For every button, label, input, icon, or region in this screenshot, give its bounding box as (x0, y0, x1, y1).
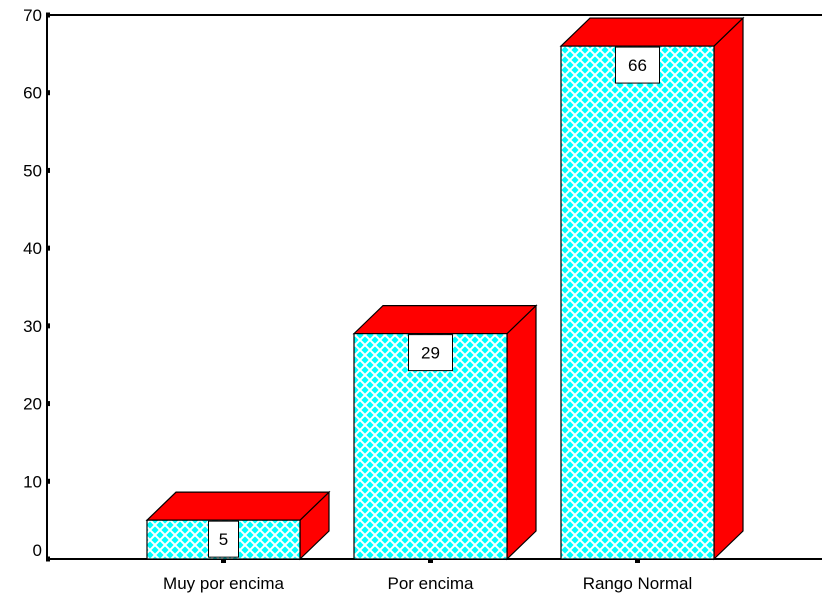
y-tick-label: 70 (23, 6, 42, 25)
data-label: 66 (628, 56, 647, 75)
bar-top-face (559, 17, 745, 47)
y-tick (46, 245, 50, 251)
bars (145, 16, 745, 561)
data-label: 29 (421, 344, 440, 363)
bar-top-face (145, 491, 331, 521)
y-tick (46, 323, 50, 329)
data-label-box (408, 334, 453, 372)
y-tick (46, 556, 50, 562)
bar (560, 45, 715, 560)
bar-side-face (506, 304, 537, 561)
data-label-box (615, 46, 660, 84)
y-tick (46, 12, 50, 18)
x-tick (428, 558, 433, 563)
y-tick (46, 478, 50, 484)
data-label-box (208, 520, 239, 558)
y-tick (46, 167, 50, 173)
x-tick-label: Muy por encima (163, 574, 284, 593)
y-tick-label: 0 (33, 541, 42, 560)
x-tick (221, 558, 226, 563)
bar (353, 333, 508, 560)
bar-top-face (352, 305, 538, 335)
y-tick (46, 90, 50, 96)
y-tick-label: 10 (23, 472, 42, 491)
data-label: 5 (219, 530, 228, 549)
x-tick-label: Rango Normal (583, 574, 693, 593)
y-tick-label: 40 (23, 239, 42, 258)
bar-group (352, 304, 538, 561)
y-tick-label: 50 (23, 161, 42, 180)
y-tick-label: 60 (23, 84, 42, 103)
x-tick (635, 558, 640, 563)
bar-side-face (713, 16, 744, 561)
bar-group (559, 16, 745, 561)
y-tick-label: 20 (23, 395, 42, 414)
y-tick-label: 30 (23, 317, 42, 336)
y-tick (46, 401, 50, 407)
labels: 5 29 66 (208, 46, 660, 558)
x-tick-label: Por encima (388, 574, 475, 593)
